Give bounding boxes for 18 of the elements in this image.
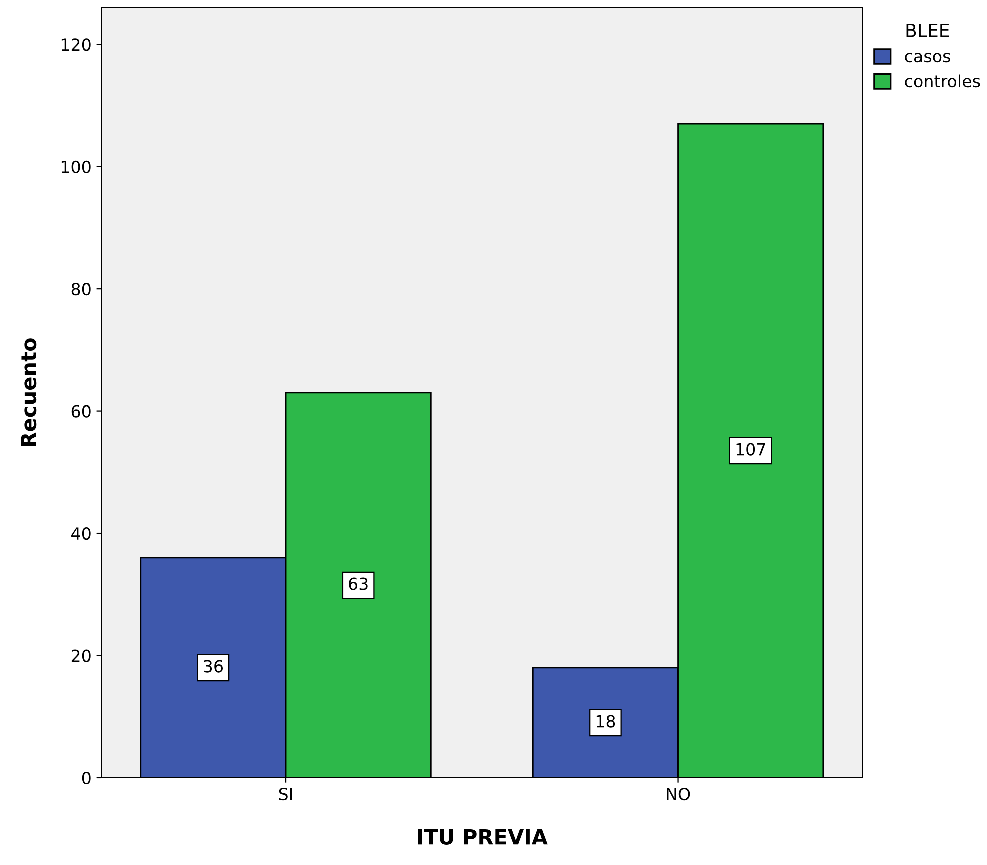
y-tick-label: 20 [72,650,91,662]
y-tick-label: 60 [72,405,91,418]
x-tick-label: NO [667,788,690,801]
y-tick-label: 120 [62,38,91,52]
data-label: 18 [596,715,616,728]
y-tick-label: 0 [82,772,91,785]
y-tick-label: 80 [72,283,91,296]
legend-title: BLEE [906,24,950,38]
x-tick-label: SI [279,788,292,801]
y-tick-label: 100 [62,160,91,174]
y-tick-label: 40 [72,527,91,540]
data-label: 36 [204,660,224,673]
data-label: 63 [349,578,368,590]
legend-label: casos [905,53,950,63]
x-axis-title: ITU PREVIA [418,829,548,845]
y-axis-title: Recuento [21,338,37,446]
data-label: 107 [736,443,766,456]
legend-label: controles [905,74,980,88]
